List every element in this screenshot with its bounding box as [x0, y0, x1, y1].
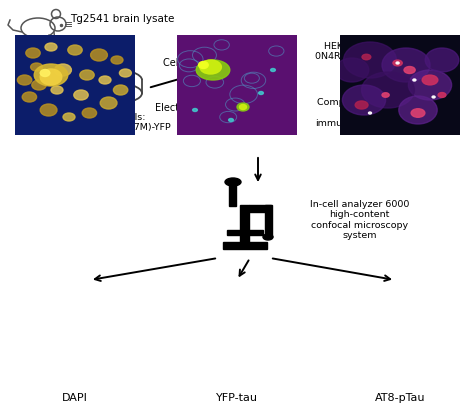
Text: Compound treatment
(six total)
immunocytochemistry: Compound treatment (six total) immunocyt… [315, 98, 422, 128]
Bar [229, 182, 236, 206]
Text: Electroporation: Electroporation [155, 103, 229, 113]
Bar [240, 205, 249, 243]
Ellipse shape [263, 234, 273, 240]
Bar [265, 205, 272, 237]
Text: DAPI: DAPI [62, 393, 88, 403]
Text: In-cell analyzer 6000
high-content
confocal microscopy
system: In-cell analyzer 6000 high-content confo… [310, 200, 410, 240]
Bar [227, 230, 263, 235]
Ellipse shape [225, 178, 241, 186]
Text: HEK293T cells:
TauRD(P301L/V337M)-YFP: HEK293T cells: TauRD(P301L/V337M)-YFP [49, 113, 171, 132]
Bar [249, 205, 271, 212]
Text: Tg2541 brain lysate: Tg2541 brain lysate [70, 14, 174, 24]
Text: HEK293T cells:
0N4R tau (P301S)-
YFP: HEK293T cells: 0N4R tau (P301S)- YFP [315, 42, 403, 72]
Text: Cell lysate: Cell lysate [163, 58, 213, 68]
Text: YFP-tau: YFP-tau [216, 393, 258, 403]
Text: AT8-pTau: AT8-pTau [375, 393, 425, 403]
Bar [223, 242, 267, 249]
